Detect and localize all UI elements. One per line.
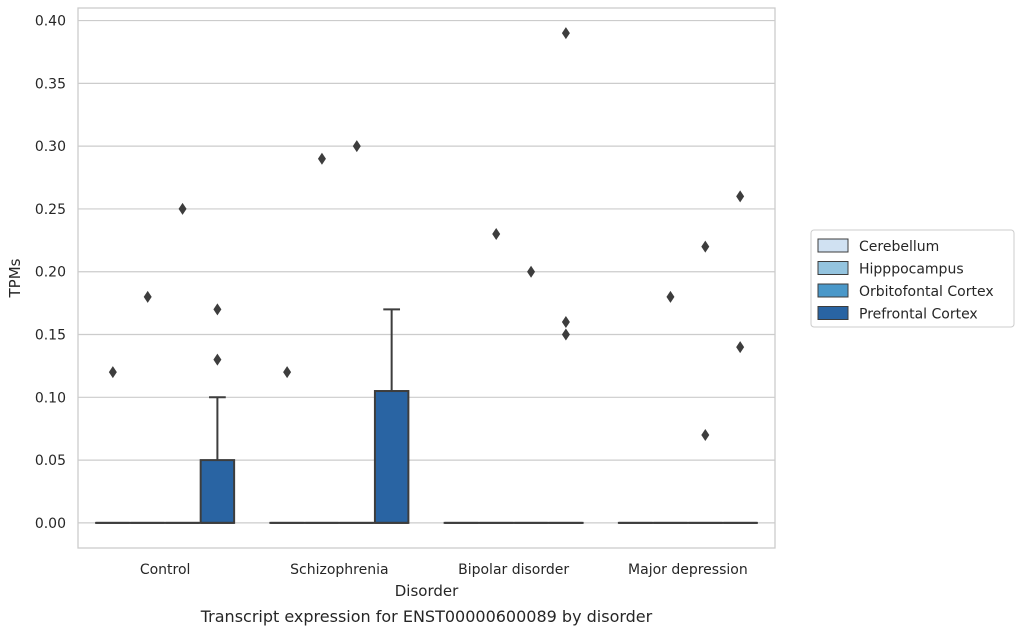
outlier-point (561, 27, 570, 40)
y-axis-title: TPMs (6, 258, 24, 298)
y-tick-label: 0.00 (35, 516, 66, 532)
outlier-point (666, 290, 675, 303)
x-tick-label: Control (140, 562, 191, 578)
outlier-point (213, 353, 222, 366)
outlier-point (108, 366, 117, 379)
outlier-point (736, 190, 745, 203)
box-cerebellum (95, 366, 131, 524)
box-hipppocampus (652, 290, 689, 524)
outlier-point (701, 428, 710, 441)
y-grid-lines (78, 19, 775, 524)
box-cerebellum (269, 366, 305, 524)
outlier-point (143, 290, 152, 303)
box-orbitofontal-cortex (339, 140, 375, 524)
x-tick-label: Bipolar disorder (458, 562, 569, 578)
legend-label: Orbitofontal Cortex (859, 284, 994, 300)
outlier-point (561, 315, 570, 328)
box-hipppocampus (478, 228, 514, 524)
box-iqr (199, 459, 236, 524)
legend-frame (810, 229, 1015, 328)
box-iqr (373, 390, 410, 524)
outlier-point (178, 202, 187, 215)
y-tick-label: 0.10 (35, 390, 66, 406)
chart-caption: Transcript expression for ENST0000060008… (200, 607, 653, 626)
box-orbitofontal-cortex (513, 265, 549, 524)
legend-label: Hipppocampus (859, 262, 964, 278)
box-hipppocampus (129, 290, 166, 524)
legend: Cerebellum Hipppocampus Orbitofontal Corte… (810, 229, 1015, 328)
legend-swatch (817, 283, 849, 298)
box-prefrontal-cortex (722, 190, 758, 524)
y-tick-label: 0.35 (35, 76, 66, 92)
y-tick-label: 0.25 (35, 202, 66, 218)
x-tick-label: Major depression (628, 562, 748, 578)
legend-label: Cerebellum (859, 239, 939, 255)
outlier-point (317, 152, 326, 165)
box-prefrontal-cortex (373, 308, 410, 524)
outlier-point (736, 341, 745, 354)
box-orbitofontal-cortex (687, 240, 724, 524)
legend-label: Prefrontal Cortex (859, 307, 978, 323)
box-prefrontal-cortex (548, 27, 584, 524)
outlier-point (492, 228, 501, 241)
legend-swatch (817, 306, 849, 320)
outlier-point (527, 265, 536, 278)
box-orbitofontal-cortex (164, 202, 201, 524)
y-tick-labels: 0.00 0.05 0.10 0.15 0.20 0.25 0.30 0.35 0.40 (35, 14, 66, 532)
outlier-point (561, 328, 570, 341)
box-hipppocampus (304, 152, 340, 524)
legend-swatch (817, 261, 849, 275)
y-tick-label: 0.30 (35, 139, 66, 155)
plot-frame (77, 7, 776, 549)
box-plot-marks (95, 27, 758, 524)
outlier-point (283, 366, 292, 379)
legend-swatch (817, 238, 849, 253)
outlier-point (213, 303, 222, 316)
y-tick-label: 0.40 (35, 14, 66, 30)
outlier-point (352, 140, 361, 153)
x-axis-title: Disorder (395, 582, 459, 600)
box-prefrontal-cortex (199, 303, 236, 524)
x-tick-label: Schizophrenia (290, 562, 388, 578)
x-tick-labels: Control Schizophrenia Bipolar disorder Majo… (140, 562, 748, 578)
outlier-point (701, 240, 710, 253)
y-tick-label: 0.15 (35, 328, 66, 344)
y-tick-label: 0.20 (35, 265, 66, 281)
y-tick-label: 0.05 (35, 453, 66, 469)
